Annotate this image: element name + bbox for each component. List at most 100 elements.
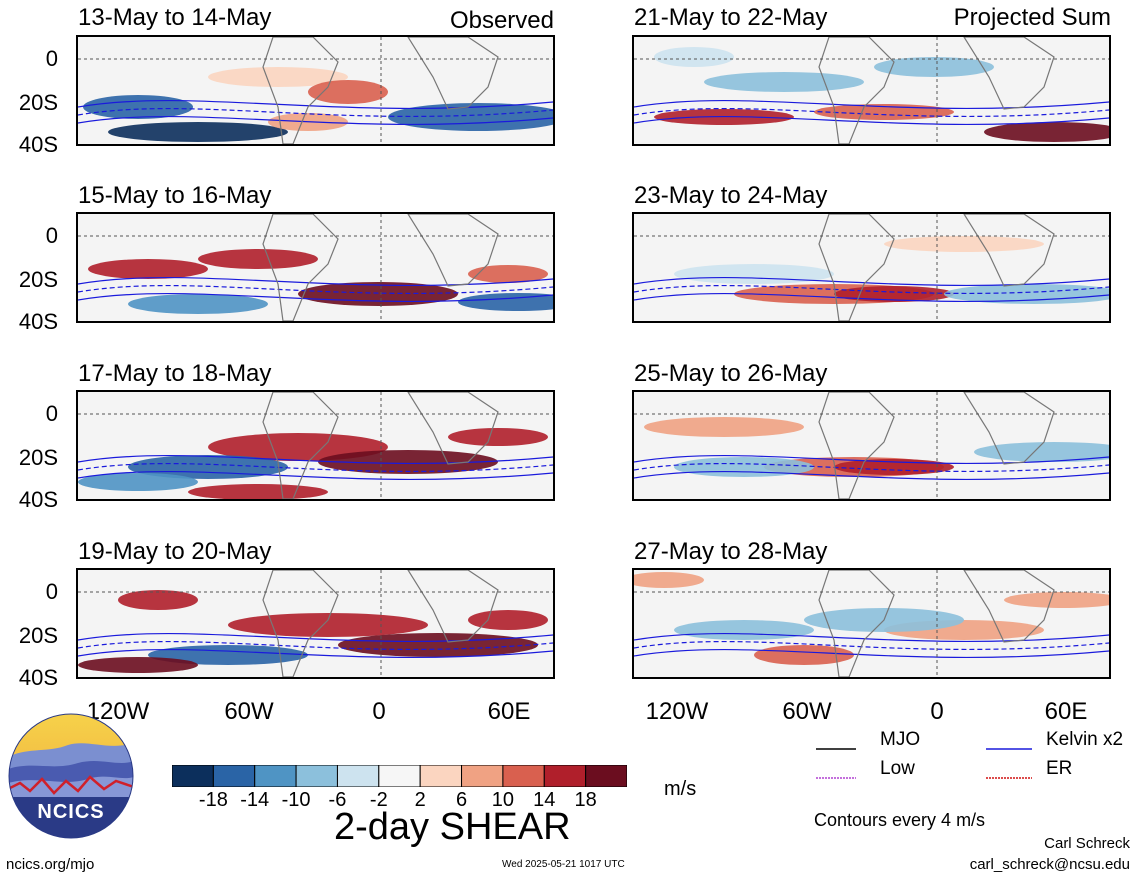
low-legend-line [816, 767, 856, 779]
panel-title: 13-May to 14-May [78, 4, 272, 31]
lon-label-120w: 120W [645, 698, 709, 725]
kelvin-contour [78, 462, 553, 473]
lat-label-20s: 20S [18, 90, 58, 115]
mjo-legend-label: MJO [880, 729, 921, 750]
colorbar-swatch [461, 764, 504, 788]
ncics-logo: NCICS [8, 713, 134, 839]
colorbar-swatch [254, 764, 297, 788]
shear-anomaly-region [468, 610, 548, 630]
africa-outline [407, 214, 499, 287]
colorbar-units: m/s [664, 778, 697, 800]
south-america-outline [262, 214, 339, 321]
lon-label-0: 0 [930, 698, 944, 725]
shear-anomaly-region [674, 264, 834, 284]
shear-anomaly-region [198, 249, 318, 269]
lon-label-60w: 60W [224, 698, 274, 725]
shear-anomaly-region [338, 633, 538, 657]
map-panel [76, 390, 555, 501]
lat-label-40s: 40S [18, 132, 58, 157]
shear-anomaly-region [308, 80, 388, 104]
shear-anomaly-region [128, 455, 288, 479]
colorbar [171, 764, 628, 788]
shear-anomaly-region [884, 236, 1044, 252]
colorbar-tick-label: 2 [414, 789, 426, 811]
map-panel [632, 35, 1111, 146]
colorbar-swatch [543, 764, 587, 788]
colorbar-swatch [585, 764, 628, 788]
shear-anomaly-region [974, 442, 1109, 462]
kelvin-contour [634, 107, 1109, 118]
lat-label-20s: 20S [18, 267, 58, 292]
shear-anomaly-region [704, 72, 864, 92]
south-america-outline [818, 570, 895, 677]
colorbar-swatch [295, 764, 338, 788]
contour-note: Contours every 4 m/s [814, 810, 986, 830]
lon-label-60w: 60W [782, 698, 832, 725]
colorbar-tick-label: 10 [491, 789, 515, 811]
lat-label-20s: 20S [18, 445, 58, 470]
er-legend-label: ER [1046, 758, 1073, 779]
shear-anomaly-region [634, 572, 704, 588]
footer-url: ncics.org/mjo [6, 856, 95, 873]
shear-anomaly-region [644, 417, 804, 437]
map-panel [76, 35, 555, 146]
shear-anomaly-region [448, 428, 548, 446]
colorbar-tick-label: -10 [281, 789, 311, 811]
panel-title: 15-May to 16-May [78, 182, 272, 209]
shear-anomaly-region [834, 286, 954, 302]
africa-outline [963, 37, 1055, 110]
shear-anomaly-region [674, 620, 814, 640]
logo-text: NCICS [37, 801, 105, 823]
shear-anomaly-region [318, 450, 498, 474]
shear-anomaly-region [754, 645, 854, 665]
low-legend-label: Low [880, 758, 915, 779]
kelvin-legend-line [986, 738, 1032, 750]
map-panel [76, 568, 555, 679]
kelvin-contour [634, 640, 1109, 651]
south-america-outline [262, 570, 339, 677]
shear-anomaly-region [468, 265, 548, 283]
lat-label-0: 0 [45, 223, 58, 248]
lat-label-40s: 40S [18, 309, 58, 334]
shear-anomaly-region [88, 259, 208, 279]
colorbar-swatch [419, 764, 463, 788]
colorbar-tick-label: 18 [574, 789, 597, 811]
colorbar-swatch [336, 764, 380, 788]
shear-anomaly-region [208, 67, 348, 87]
colorbar-tick-label: -18 [198, 789, 228, 811]
kelvin-contour [634, 632, 1109, 643]
kelvin-contour [78, 454, 553, 465]
er-legend-line [986, 767, 1032, 779]
colorbar-tick-label: 6 [455, 789, 468, 811]
lat-label-40s: 40S [18, 665, 58, 690]
africa-outline [963, 392, 1055, 465]
observed-tag: Observed [449, 7, 554, 34]
shear-anomaly-region [108, 122, 288, 142]
africa-outline [407, 570, 499, 643]
south-america-outline [818, 214, 895, 321]
lon-label-0: 0 [372, 698, 386, 725]
lat-label-0: 0 [45, 46, 58, 71]
shear-anomaly-region [874, 57, 994, 77]
colorbar-tick-label: -6 [328, 789, 347, 811]
kelvin-legend-label: Kelvin x2 [1046, 729, 1124, 750]
kelvin-contour [78, 284, 553, 295]
lat-label-0: 0 [45, 401, 58, 426]
africa-outline [963, 570, 1055, 643]
kelvin-contour [634, 284, 1109, 295]
shear-anomaly-region [654, 47, 734, 67]
kelvin-contour [78, 276, 553, 287]
kelvin-contour [634, 454, 1109, 465]
kelvin-contour [78, 99, 553, 110]
colorbar-swatch [171, 764, 214, 788]
kelvin-contour [78, 107, 553, 118]
footer-author: Carl Schreck [1044, 835, 1130, 852]
shear-anomaly-region [83, 95, 193, 119]
south-america-outline [818, 37, 895, 144]
colorbar-tick-label: -14 [240, 789, 270, 811]
colorbar-swatch [378, 764, 421, 788]
mjo-legend-line [816, 738, 856, 750]
shear-anomaly-region [984, 122, 1109, 142]
south-america-outline [262, 392, 339, 499]
africa-outline [407, 392, 499, 465]
